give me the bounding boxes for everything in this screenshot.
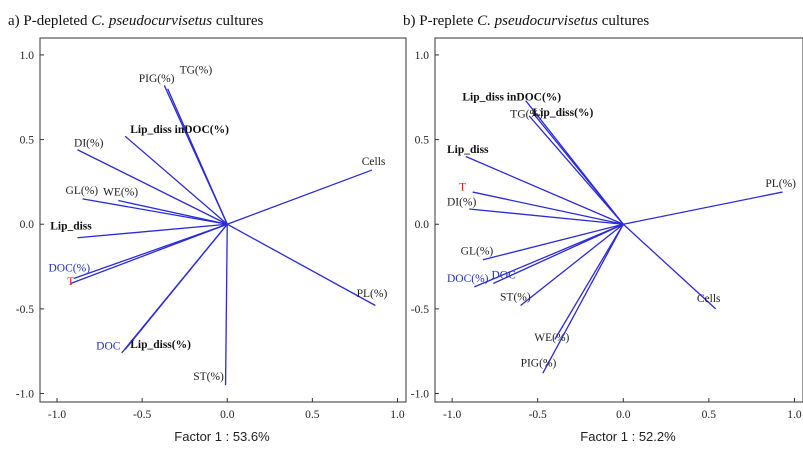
plot-frame: [434, 37, 803, 403]
chart-title-suffix: cultures: [212, 13, 263, 29]
vector-label: Lip_diss(%): [533, 107, 594, 119]
x-tick-label: 1.0: [390, 409, 405, 421]
vector-label: DOC(%): [49, 263, 91, 275]
y-tick-label: 1.0: [20, 50, 35, 62]
vector-label: Lip_diss inDOC(%): [130, 124, 229, 136]
loading-vector: [474, 223, 624, 288]
loading-vector: [482, 223, 624, 261]
loading-vector: [542, 223, 624, 374]
vector-label: Lip_diss: [447, 144, 489, 156]
vector-label: DOC(%): [447, 273, 489, 285]
loading-vector: [77, 223, 228, 239]
x-tick-label: -1.0: [48, 409, 66, 421]
vector-label: T: [459, 181, 466, 193]
loading-vector: [492, 223, 624, 285]
chart-title-prefix: b) P-replete: [403, 13, 477, 29]
y-tick-label: -1.0: [411, 389, 429, 401]
x-tick-label: 0.0: [220, 409, 235, 421]
chart-title: b) P-replete C. pseudocurvisetus culture…: [403, 13, 649, 29]
y-tick-label: 0.0: [20, 219, 35, 231]
vector-label: PL(%): [357, 288, 388, 300]
vector-label: Lip_diss inDOC(%): [462, 92, 561, 104]
vector-label: Cells: [362, 156, 386, 168]
x-axis-label: Factor 1 : 52.2%: [580, 429, 676, 444]
vector-label: TG(%): [180, 65, 213, 77]
x-tick-label: 1.0: [787, 409, 802, 421]
vector-label: PL(%): [765, 178, 796, 190]
chart-title-prefix: a) P-depleted: [8, 13, 91, 29]
y-tick-label: 1.0: [415, 50, 430, 62]
vector-label: PIG(%): [139, 73, 175, 85]
loading-vector: [118, 199, 228, 225]
loading-vector: [554, 223, 624, 340]
vector-label: WE(%): [103, 186, 138, 198]
vector-label: PIG(%): [521, 357, 557, 369]
y-tick-label: -0.5: [16, 304, 34, 316]
loading-vector: [472, 191, 624, 225]
loading-vector: [469, 208, 624, 225]
vector-label: DI(%): [447, 197, 477, 209]
loading-vector: [82, 198, 228, 225]
x-tick-label: -0.5: [133, 409, 151, 421]
vector-label: Lip_diss(%): [130, 339, 191, 351]
loading-vector: [623, 191, 783, 225]
vector-label: GL(%): [66, 185, 99, 197]
loading-vector: [465, 155, 624, 225]
chart-title: a) P-depleted C. pseudocurvisetus cultur…: [8, 13, 264, 29]
vector-label: T: [67, 276, 74, 288]
vector-label: Lip_diss: [50, 220, 92, 232]
chart-title-species: C. pseudocurvisetus: [477, 13, 598, 29]
biplot-p-replete: b) P-replete C. pseudocurvisetus culture…: [403, 13, 803, 444]
x-tick-label: 0.5: [702, 409, 717, 421]
loading-vector: [520, 223, 624, 307]
loading-vector: [77, 149, 228, 225]
loading-vector: [70, 223, 228, 285]
vector-label: TG(%): [510, 109, 543, 121]
biplot-p-depleted: a) P-depleted C. pseudocurvisetus cultur…: [8, 13, 407, 444]
plot-frame: [39, 37, 407, 403]
vector-label: DOC: [491, 269, 516, 281]
loading-vector: [124, 135, 228, 225]
loading-vector: [167, 88, 228, 225]
vector-label: Cells: [697, 293, 721, 305]
y-tick-label: 0.0: [415, 219, 430, 231]
loading-vector: [224, 224, 228, 386]
y-tick-label: 0.5: [415, 135, 430, 147]
x-tick-label: 0.5: [305, 409, 320, 421]
loading-vector: [532, 112, 624, 225]
vector-label: GL(%): [461, 246, 494, 258]
vector-label: DI(%): [74, 137, 104, 149]
vector-label: ST(%): [500, 291, 531, 303]
chart-title-suffix: cultures: [598, 13, 649, 29]
vector-label: WE(%): [534, 332, 569, 344]
x-tick-label: -0.5: [529, 409, 547, 421]
loading-vector: [124, 223, 228, 350]
y-tick-label: 0.5: [20, 135, 35, 147]
vector-label: DOC: [96, 341, 121, 353]
y-tick-label: -1.0: [16, 389, 34, 401]
loading-vector: [227, 169, 373, 225]
x-tick-label: 0.0: [616, 409, 631, 421]
x-tick-label: -1.0: [443, 409, 461, 421]
x-axis-label: Factor 1 : 53.6%: [174, 429, 270, 444]
y-tick-label: -0.5: [411, 304, 429, 316]
chart-title-species: C. pseudocurvisetus: [91, 13, 212, 29]
loading-vector: [528, 115, 624, 225]
loading-vector: [226, 223, 376, 307]
loading-vector: [622, 223, 717, 310]
vector-label: ST(%): [193, 371, 224, 383]
